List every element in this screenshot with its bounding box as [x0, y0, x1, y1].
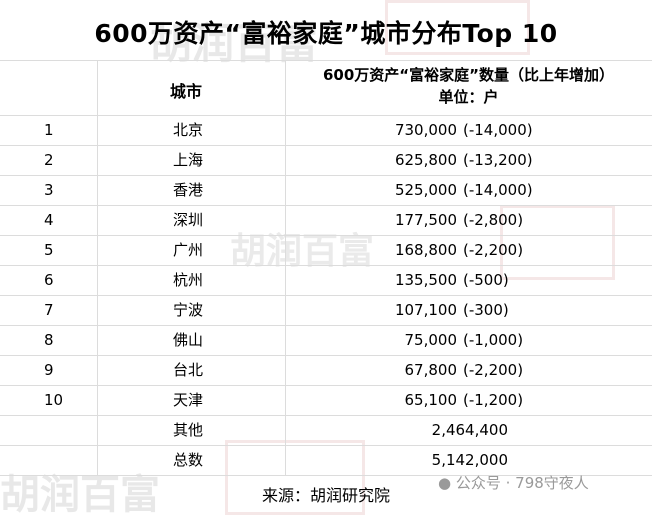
total-label: 总数: [173, 451, 204, 469]
change-cell: (-1,200): [463, 391, 524, 409]
header-city: 城市: [170, 82, 203, 101]
count-cell: 177,500: [394, 211, 457, 229]
city-cell: 台北: [173, 361, 204, 379]
wechat-tag: ● 公众号 · 798守夜人: [438, 472, 589, 493]
change-cell: (-13,200): [463, 151, 533, 169]
divider: [0, 145, 652, 146]
rank-cell: 2: [44, 151, 54, 169]
city-cell: 北京: [173, 121, 204, 139]
divider: [285, 60, 286, 475]
others-count: 2,464,400: [431, 421, 508, 439]
header-value-line1: 600万资产“富裕家庭”数量（比上年增加）: [322, 66, 615, 84]
table-row: 3 香港 525,000 (-14,000): [0, 175, 652, 205]
table-row-others: 其他 2,464,400: [0, 415, 652, 445]
divider: [0, 295, 652, 296]
total-count: 5,142,000: [431, 451, 508, 469]
change-cell: (-14,000): [463, 181, 533, 199]
divider: [0, 475, 652, 476]
page-title: 600万资产“富裕家庭”城市分布Top 10: [94, 19, 558, 48]
source-note: 来源：胡润研究院: [261, 486, 390, 505]
city-cell: 上海: [173, 151, 204, 169]
count-cell: 67,800: [404, 361, 458, 379]
table-row: 8 佛山 75,000 (-1,000): [0, 325, 652, 355]
change-cell: (-2,200): [463, 361, 524, 379]
change-cell: (-300): [463, 301, 509, 319]
count-cell: 730,000: [394, 121, 457, 139]
others-label: 其他: [173, 421, 204, 439]
divider: [0, 60, 652, 61]
rank-cell: 8: [44, 331, 54, 349]
count-cell: 168,800: [394, 241, 457, 259]
change-cell: (-2,200): [463, 241, 524, 259]
change-cell: (-2,800): [463, 211, 524, 229]
table-row: 10 天津 65,100 (-1,200): [0, 385, 652, 415]
divider: [0, 325, 652, 326]
divider: [0, 355, 652, 356]
wechat-tag-text: 公众号 · 798守夜人: [455, 474, 589, 492]
header-unit: 单位：户: [438, 88, 499, 106]
rank-cell: 5: [44, 241, 54, 259]
table-row: 4 深圳 177,500 (-2,800): [0, 205, 652, 235]
city-cell: 佛山: [173, 331, 204, 349]
divider: [97, 60, 98, 475]
table-row: 2 上海 625,800 (-13,200): [0, 145, 652, 175]
table-row: 9 台北 67,800 (-2,200): [0, 355, 652, 385]
city-cell: 香港: [173, 181, 204, 199]
rank-cell: 6: [44, 271, 54, 289]
rank-cell: 3: [44, 181, 54, 199]
divider: [0, 235, 652, 236]
city-cell: 天津: [173, 391, 204, 409]
divider: [0, 385, 652, 386]
city-cell: 深圳: [173, 211, 204, 229]
table-row: 6 杭州 135,500 (-500): [0, 265, 652, 295]
divider: [0, 175, 652, 176]
change-cell: (-14,000): [463, 121, 533, 139]
city-cell: 宁波: [173, 301, 204, 319]
rank-cell: 10: [44, 391, 64, 409]
change-cell: (-500): [463, 271, 509, 289]
city-cell: 广州: [173, 241, 204, 259]
rank-cell: 9: [44, 361, 54, 379]
rank-cell: 4: [44, 211, 54, 229]
count-cell: 525,000: [394, 181, 457, 199]
table-row-total: 总数 5,142,000: [0, 445, 652, 475]
count-cell: 75,000: [404, 331, 458, 349]
table-row: 7 宁波 107,100 (-300): [0, 295, 652, 325]
count-cell: 65,100: [404, 391, 458, 409]
wechat-icon: ●: [438, 474, 452, 492]
divider: [0, 115, 652, 116]
count-cell: 135,500: [394, 271, 457, 289]
table-row: 1 北京 730,000 (-14,000): [0, 115, 652, 145]
city-cell: 杭州: [173, 271, 204, 289]
rank-cell: 7: [44, 301, 54, 319]
change-cell: (-1,000): [463, 331, 524, 349]
rank-cell: 1: [44, 121, 54, 139]
divider: [0, 205, 652, 206]
count-cell: 107,100: [394, 301, 457, 319]
divider: [0, 265, 652, 266]
table-row: 5 广州 168,800 (-2,200): [0, 235, 652, 265]
divider: [0, 445, 652, 446]
header-value: 600万资产“富裕家庭”数量（比上年增加） 单位：户: [285, 64, 652, 108]
count-cell: 625,800: [394, 151, 457, 169]
divider: [0, 415, 652, 416]
